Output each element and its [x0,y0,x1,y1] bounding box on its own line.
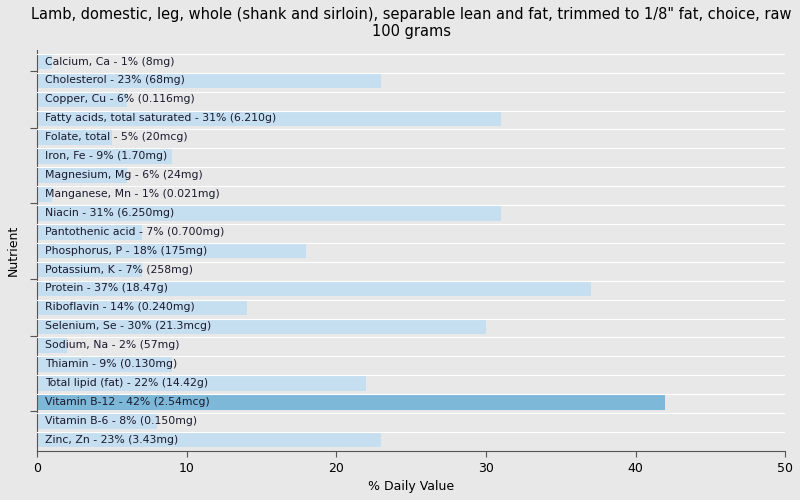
Text: Manganese, Mn - 1% (0.021mg): Manganese, Mn - 1% (0.021mg) [45,189,219,199]
Text: Folate, total - 5% (20mcg): Folate, total - 5% (20mcg) [45,132,187,142]
Bar [38,413,157,428]
Bar [38,262,142,278]
Bar [38,72,382,88]
Text: Potassium, K - 7% (258mg): Potassium, K - 7% (258mg) [45,264,193,274]
Bar [38,92,127,107]
Bar [38,338,67,353]
Text: Pantothenic acid - 7% (0.700mg): Pantothenic acid - 7% (0.700mg) [45,227,224,237]
Bar [38,394,666,409]
Text: Vitamin B-12 - 42% (2.54mcg): Vitamin B-12 - 42% (2.54mcg) [45,397,210,407]
Text: Riboflavin - 14% (0.240mg): Riboflavin - 14% (0.240mg) [45,302,194,312]
Text: Total lipid (fat) - 22% (14.42g): Total lipid (fat) - 22% (14.42g) [45,378,208,388]
Bar [38,318,486,334]
Text: Copper, Cu - 6% (0.116mg): Copper, Cu - 6% (0.116mg) [45,94,194,104]
Text: Thiamin - 9% (0.130mg): Thiamin - 9% (0.130mg) [45,359,177,369]
Bar [38,224,142,240]
Text: Niacin - 31% (6.250mg): Niacin - 31% (6.250mg) [45,208,174,218]
Bar [38,432,382,448]
Y-axis label: Nutrient: Nutrient [7,225,20,276]
Text: Cholesterol - 23% (68mg): Cholesterol - 23% (68mg) [45,76,185,86]
Text: Vitamin B-6 - 8% (0.150mg): Vitamin B-6 - 8% (0.150mg) [45,416,197,426]
Bar [38,130,112,145]
Bar [38,110,501,126]
Bar [38,300,246,315]
Bar [38,376,366,391]
Text: Magnesium, Mg - 6% (24mg): Magnesium, Mg - 6% (24mg) [45,170,202,180]
Text: Phosphorus, P - 18% (175mg): Phosphorus, P - 18% (175mg) [45,246,207,256]
Bar [38,280,590,296]
Bar [38,186,52,202]
Text: Calcium, Ca - 1% (8mg): Calcium, Ca - 1% (8mg) [45,56,174,66]
Text: Fatty acids, total saturated - 31% (6.210g): Fatty acids, total saturated - 31% (6.21… [45,114,276,124]
Title: Lamb, domestic, leg, whole (shank and sirloin), separable lean and fat, trimmed : Lamb, domestic, leg, whole (shank and si… [31,7,791,40]
Text: Protein - 37% (18.47g): Protein - 37% (18.47g) [45,284,168,294]
Bar [38,205,501,220]
Text: Selenium, Se - 30% (21.3mcg): Selenium, Se - 30% (21.3mcg) [45,322,211,332]
Bar [38,148,172,164]
Bar [38,243,306,258]
Text: Sodium, Na - 2% (57mg): Sodium, Na - 2% (57mg) [45,340,179,350]
Text: Iron, Fe - 9% (1.70mg): Iron, Fe - 9% (1.70mg) [45,151,167,161]
Bar [38,54,52,70]
Text: Zinc, Zn - 23% (3.43mg): Zinc, Zn - 23% (3.43mg) [45,434,178,444]
X-axis label: % Daily Value: % Daily Value [368,480,454,493]
Bar [38,168,127,183]
Bar [38,356,172,372]
